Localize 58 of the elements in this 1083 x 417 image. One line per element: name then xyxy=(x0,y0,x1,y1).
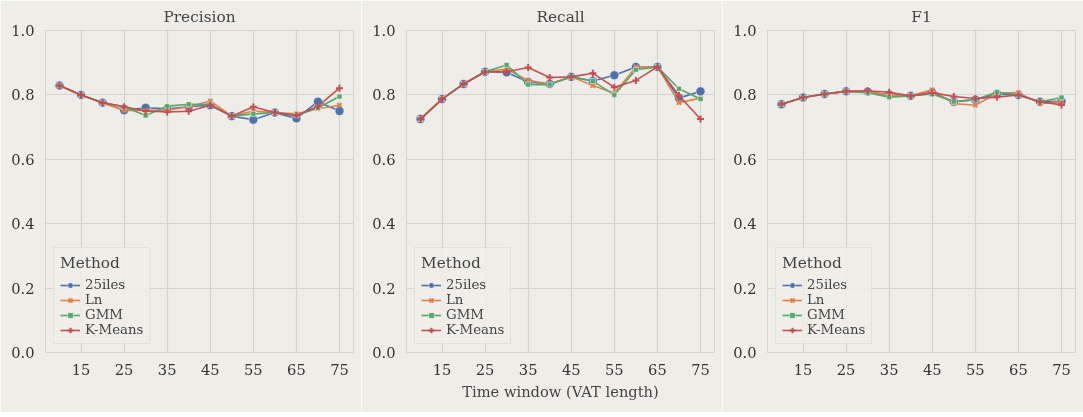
x-tick-label: 55 xyxy=(966,360,985,378)
legend-label: K-Means xyxy=(85,322,144,337)
legend-label: Ln xyxy=(85,292,104,307)
x-tick-label: 45 xyxy=(200,360,220,378)
legend-label: GMM xyxy=(85,307,123,322)
legend-title: Method xyxy=(60,254,121,272)
legend-label: K-Means xyxy=(446,322,505,337)
x-tick-label: 15 xyxy=(432,360,452,378)
y-tick-label: 0.4 xyxy=(372,215,396,233)
x-tick-label: 45 xyxy=(922,360,942,378)
x-tick-label: 35 xyxy=(879,360,899,378)
y-tick-label: 0.2 xyxy=(733,279,757,297)
y-tick-label: 0.2 xyxy=(11,279,35,297)
legend-title: Method xyxy=(782,254,843,272)
y-tick-label: 0.2 xyxy=(372,279,396,297)
y-tick-label: 1.0 xyxy=(11,22,35,39)
x-tick-label: 25 xyxy=(114,360,134,378)
legend-label: 25iles xyxy=(807,277,848,292)
y-tick-label: 1.0 xyxy=(372,22,396,39)
x-tick-label: 35 xyxy=(157,360,177,378)
x-tick-label: 55 xyxy=(605,360,624,378)
legend-label: K-Means xyxy=(807,322,866,337)
x-tick-label: 75 xyxy=(330,360,349,378)
x-tick-label: 65 xyxy=(1009,360,1028,378)
legend-label: 25iles xyxy=(85,277,126,292)
chart-title: Recall xyxy=(536,7,585,26)
y-tick-label: 0.4 xyxy=(733,215,757,233)
y-tick-label: 0.6 xyxy=(733,150,757,168)
legend-label: Ln xyxy=(807,292,826,307)
y-tick-label: 0.0 xyxy=(733,344,757,361)
x-tick-label: 55 xyxy=(244,360,263,378)
x-tick-label: 15 xyxy=(71,360,91,378)
y-tick-label: 0.0 xyxy=(372,344,396,361)
x-tick-label: 15 xyxy=(793,360,813,378)
y-tick-label: 0.8 xyxy=(372,86,396,104)
y-tick-label: 0.6 xyxy=(11,150,35,168)
x-tick-label: 75 xyxy=(691,360,710,378)
legend-label: Ln xyxy=(446,292,465,307)
y-tick-label: 1.0 xyxy=(733,22,757,39)
y-tick-label: 0.4 xyxy=(11,215,35,233)
x-tick-label: 75 xyxy=(1052,360,1071,378)
x-axis-title: Time window (VAT length) xyxy=(462,382,659,400)
x-tick-label: 65 xyxy=(648,360,667,378)
legend-label: GMM xyxy=(446,307,484,322)
y-tick-label: 0.6 xyxy=(372,150,396,168)
chart-title: Precision xyxy=(163,7,236,26)
legend-title: Method xyxy=(421,254,482,272)
x-tick-label: 65 xyxy=(287,360,306,378)
y-tick-label: 0.8 xyxy=(733,86,757,104)
y-tick-label: 0.0 xyxy=(11,344,35,361)
chart-title: F1 xyxy=(911,7,932,26)
legend-label: GMM xyxy=(807,307,845,322)
x-tick-label: 25 xyxy=(836,360,856,378)
legend-label: 25iles xyxy=(446,277,487,292)
x-tick-label: 45 xyxy=(561,360,581,378)
x-tick-label: 35 xyxy=(518,360,538,378)
y-tick-label: 0.8 xyxy=(11,86,35,104)
x-tick-label: 25 xyxy=(475,360,495,378)
